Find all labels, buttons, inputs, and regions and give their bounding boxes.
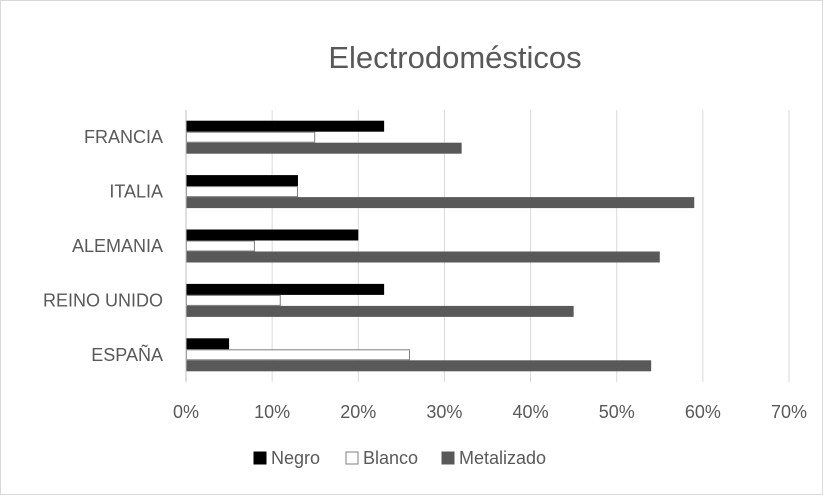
bar-blanco — [186, 131, 316, 143]
legend-label: Blanco — [363, 448, 418, 468]
category-label: ESPAÑA — [91, 344, 163, 365]
tick-labels: 0% 10% 20% 30% 40% 50% 60% 70% — [173, 402, 807, 422]
bars — [186, 120, 695, 372]
chart-title: Electrodomésticos — [328, 40, 581, 75]
bar-negro — [186, 175, 298, 187]
bar-blanco — [186, 186, 298, 198]
x-tick-label: 40% — [513, 402, 549, 422]
legend: Negro Blanco Metalizado — [253, 448, 546, 468]
legend-swatch — [345, 451, 359, 465]
x-tick-label: 50% — [599, 402, 635, 422]
category-label: ALEMANIA — [72, 236, 163, 256]
legend-swatch — [253, 451, 267, 465]
legend-label: Metalizado — [459, 448, 546, 468]
bar-metalizado — [186, 251, 660, 263]
bar-negro — [186, 283, 385, 295]
bar-metalizado — [186, 360, 652, 372]
x-tick-label: 30% — [426, 402, 462, 422]
bar-blanco — [186, 349, 410, 361]
x-tick-label: 60% — [685, 402, 721, 422]
bar-negro — [186, 338, 230, 350]
x-tick-label: 10% — [254, 402, 290, 422]
x-tick-label: 0% — [173, 402, 199, 422]
bar-blanco — [186, 294, 281, 306]
x-tick-label: 20% — [340, 402, 376, 422]
category-label: REINO UNIDO — [43, 290, 163, 310]
category-labels: FRANCIA ITALIA ALEMANIA REINO UNIDO ESPAÑA — [43, 127, 163, 365]
bar-blanco — [186, 240, 255, 252]
x-tick-label: 70% — [771, 402, 807, 422]
bar-metalizado — [186, 305, 574, 317]
legend-swatch — [441, 451, 455, 465]
category-label: ITALIA — [109, 182, 163, 202]
bar-metalizado — [186, 142, 462, 154]
bar-negro — [186, 229, 359, 241]
legend-label: Negro — [271, 448, 320, 468]
category-label: FRANCIA — [84, 127, 163, 147]
bar-metalizado — [186, 197, 695, 209]
bar-negro — [186, 120, 385, 132]
gridlines — [271, 110, 790, 382]
